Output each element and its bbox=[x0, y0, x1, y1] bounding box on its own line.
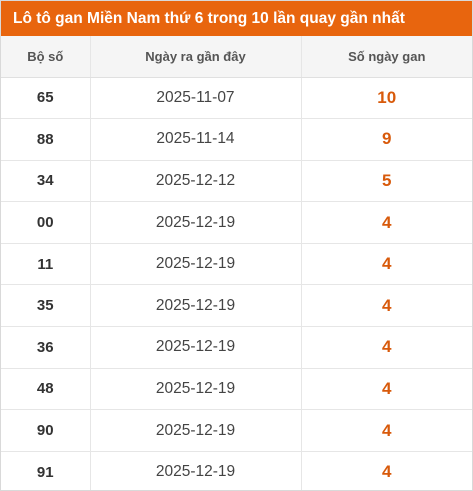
table-header-row: Bộ số Ngày ra gần đây Số ngày gan bbox=[1, 36, 472, 78]
cell-days-gap: 10 bbox=[300, 77, 472, 120]
table-row: 48 2025-12-19 4 bbox=[1, 368, 472, 411]
cell-number: 35 bbox=[1, 284, 90, 328]
cell-days-gap: 4 bbox=[300, 409, 472, 452]
cell-last-date: 2025-12-19 bbox=[89, 451, 301, 490]
cell-number: 36 bbox=[1, 326, 90, 369]
cell-number: 91 bbox=[1, 451, 90, 490]
cell-number: 34 bbox=[1, 160, 90, 203]
cell-days-gap: 4 bbox=[300, 368, 472, 411]
table-row: 91 2025-12-19 4 bbox=[1, 451, 472, 490]
panel-title: Lô tô gan Miền Nam thứ 6 trong 10 lần qu… bbox=[1, 1, 472, 36]
column-header-days-gap: Số ngày gan bbox=[300, 36, 472, 78]
column-header-number: Bộ số bbox=[1, 36, 90, 78]
column-header-last-date: Ngày ra gần đây bbox=[89, 36, 301, 78]
cell-days-gap: 4 bbox=[300, 243, 472, 286]
lo-gan-table: Bộ số Ngày ra gần đây Số ngày gan 65 202… bbox=[1, 36, 472, 490]
cell-number: 00 bbox=[1, 201, 90, 244]
cell-last-date: 2025-11-14 bbox=[89, 118, 301, 161]
cell-last-date: 2025-12-19 bbox=[89, 201, 301, 244]
cell-days-gap: 5 bbox=[300, 160, 472, 203]
cell-number: 88 bbox=[1, 118, 90, 161]
cell-days-gap: 4 bbox=[300, 451, 472, 490]
table-row: 88 2025-11-14 9 bbox=[1, 118, 472, 161]
cell-last-date: 2025-11-07 bbox=[89, 77, 301, 120]
cell-number: 48 bbox=[1, 368, 90, 411]
cell-last-date: 2025-12-19 bbox=[89, 326, 301, 369]
table-row: 36 2025-12-19 4 bbox=[1, 326, 472, 369]
table-row: 90 2025-12-19 4 bbox=[1, 409, 472, 452]
cell-number: 11 bbox=[1, 243, 90, 286]
cell-last-date: 2025-12-12 bbox=[89, 160, 301, 203]
cell-number: 90 bbox=[1, 409, 90, 452]
cell-last-date: 2025-12-19 bbox=[89, 409, 301, 452]
cell-days-gap: 9 bbox=[300, 118, 472, 161]
table-row: 00 2025-12-19 4 bbox=[1, 201, 472, 244]
cell-days-gap: 4 bbox=[300, 326, 472, 369]
cell-number: 65 bbox=[1, 77, 90, 120]
cell-last-date: 2025-12-19 bbox=[89, 284, 301, 328]
cell-days-gap: 4 bbox=[300, 284, 472, 328]
cell-last-date: 2025-12-19 bbox=[89, 368, 301, 411]
table-row: 11 2025-12-19 4 bbox=[1, 243, 472, 286]
table-row: 35 2025-12-19 4 bbox=[1, 284, 472, 328]
cell-days-gap: 4 bbox=[300, 201, 472, 244]
table-row: 65 2025-11-07 10 bbox=[1, 77, 472, 120]
cell-last-date: 2025-12-19 bbox=[89, 243, 301, 286]
table-row: 34 2025-12-12 5 bbox=[1, 160, 472, 203]
